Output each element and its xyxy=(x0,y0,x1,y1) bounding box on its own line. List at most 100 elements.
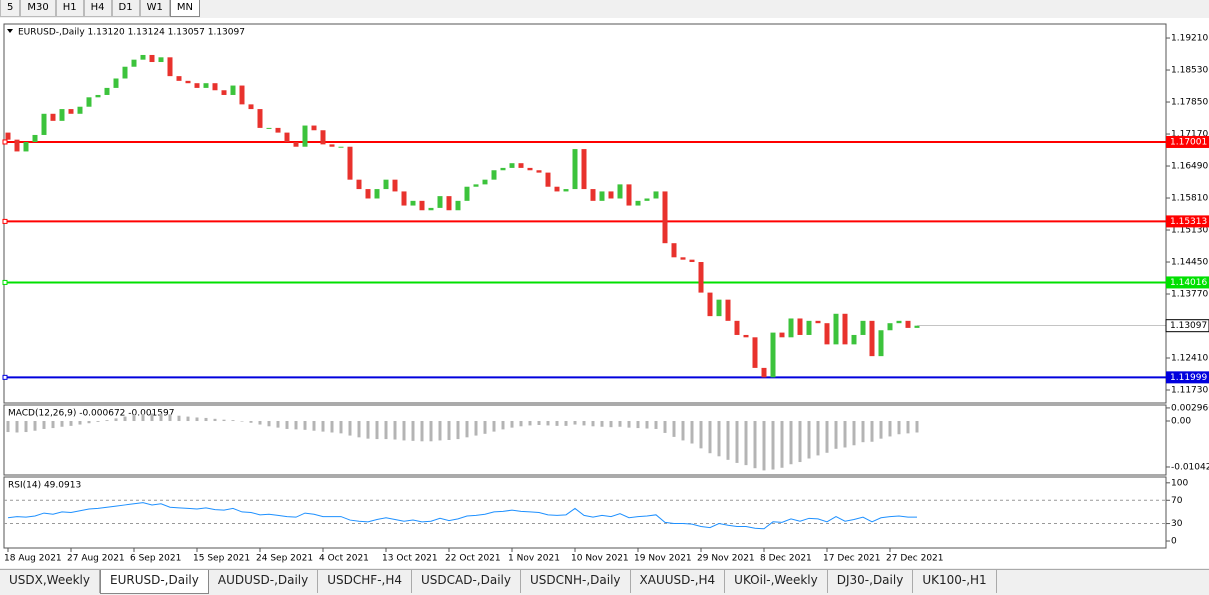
x-tick-label: 19 Nov 2021 xyxy=(634,554,692,564)
candle-body xyxy=(824,323,830,345)
level-price-box xyxy=(1166,276,1209,289)
y-tick-label: 1.15810 xyxy=(1171,194,1208,204)
macd-bar xyxy=(519,421,523,427)
level-price-box xyxy=(1166,215,1209,228)
x-tick-label: 6 Sep 2021 xyxy=(130,554,181,564)
macd-bar xyxy=(573,421,577,425)
chart-tab[interactable]: USDCAD-,Daily xyxy=(412,570,521,593)
candle-body xyxy=(851,334,857,345)
chart-tab[interactable]: USDX,Weekly xyxy=(0,570,100,593)
candle-body xyxy=(401,191,407,206)
candle-body xyxy=(455,200,461,211)
macd-bar xyxy=(87,421,91,424)
chart-tab[interactable]: UKOil-,Weekly xyxy=(725,570,828,593)
y-tick-label: 1.17170 xyxy=(1171,130,1208,140)
candle-body xyxy=(491,170,497,180)
macd-bar xyxy=(186,416,190,422)
candle-body xyxy=(293,142,299,147)
macd-bar xyxy=(195,417,199,422)
chart-tab[interactable]: XAUUSD-,H4 xyxy=(631,570,726,593)
chart-tab[interactable]: USDCHF-,H4 xyxy=(318,570,412,593)
macd-bar xyxy=(735,421,739,463)
candle-body xyxy=(545,172,551,187)
candle-body xyxy=(743,334,749,338)
macd-bar xyxy=(123,416,127,422)
candle-body xyxy=(887,323,893,331)
x-tick-label: 10 Nov 2021 xyxy=(571,554,629,564)
candle-body xyxy=(122,66,128,79)
candle-body xyxy=(230,85,236,95)
timeframe-button[interactable]: H4 xyxy=(83,0,112,17)
macd-bar xyxy=(744,421,748,466)
level-price-box xyxy=(1166,371,1209,384)
macd-bar xyxy=(510,421,514,428)
candle-body xyxy=(86,97,92,107)
macd-bar xyxy=(600,421,604,427)
macd-bar xyxy=(771,421,775,470)
candle-body xyxy=(770,332,776,378)
timeframe-button[interactable]: D1 xyxy=(111,0,140,17)
pane-title: MACD(12,26,9) -0.000672 -0.001597 xyxy=(8,409,174,419)
chart-tab[interactable]: EURUSD-,Daily xyxy=(100,570,209,594)
macd-bar xyxy=(834,421,838,449)
macd-bar xyxy=(645,421,649,429)
timeframe-button[interactable]: W1 xyxy=(139,0,170,17)
candle-body xyxy=(653,191,659,199)
candle-body xyxy=(662,191,668,244)
chart-tab[interactable]: AUDUSD-,Daily xyxy=(209,570,319,593)
x-tick-label: 4 Oct 2021 xyxy=(319,554,369,564)
candle-body xyxy=(761,367,767,378)
level-anchor xyxy=(2,279,8,285)
macd-bar xyxy=(582,421,586,426)
candle-body xyxy=(671,243,677,258)
pane-title: EURUSD-,Daily 1.13120 1.13124 1.13057 1.… xyxy=(18,28,245,38)
macd-bar xyxy=(879,421,883,439)
macd-bar xyxy=(915,421,919,433)
macd-bar xyxy=(375,421,379,440)
candle-body xyxy=(419,200,425,211)
macd-bar xyxy=(618,421,622,427)
macd-bar xyxy=(816,421,820,456)
candle-body xyxy=(59,109,65,121)
candle-body xyxy=(509,163,515,168)
timeframe-button[interactable]: H1 xyxy=(55,0,84,17)
candle-body xyxy=(608,191,614,199)
candle-body xyxy=(698,262,704,293)
timeframe-button[interactable]: M30 xyxy=(20,0,56,17)
macd-bar xyxy=(852,421,856,446)
macd-bar xyxy=(60,421,64,427)
candle-body xyxy=(329,144,335,147)
macd-bar xyxy=(690,421,694,444)
candle-body xyxy=(779,332,785,338)
macd-bar xyxy=(609,421,613,428)
macd-bar xyxy=(492,421,496,432)
y-tick-label: 1.16490 xyxy=(1171,162,1208,172)
macd-bar xyxy=(384,421,388,440)
chart-tab[interactable]: UK100-,H1 xyxy=(913,570,997,593)
macd-bar xyxy=(24,421,28,433)
candle-body xyxy=(68,109,74,114)
candle-body xyxy=(428,207,434,211)
candle-body xyxy=(140,54,146,60)
candle-body xyxy=(806,320,812,335)
candle-body xyxy=(347,146,353,180)
last-price-label: 1.13097 xyxy=(1170,321,1207,331)
level-price-label: 1.15313 xyxy=(1170,217,1207,227)
candle-body xyxy=(581,149,587,190)
chart-tab[interactable]: DJ30-,Daily xyxy=(828,570,914,593)
candle-body xyxy=(590,189,596,201)
macd-bar xyxy=(276,421,280,428)
candle-body xyxy=(311,125,317,131)
candle-body xyxy=(626,184,632,206)
timeframe-button[interactable]: 5 xyxy=(0,0,21,17)
candle-body xyxy=(41,113,47,135)
y-tick-label: 1.14450 xyxy=(1171,258,1208,268)
candle-body xyxy=(842,313,848,345)
candle-body xyxy=(635,200,641,206)
macd-bar xyxy=(654,421,658,429)
y-tick-label: 1.13770 xyxy=(1171,290,1208,300)
candle-body xyxy=(599,191,605,201)
chart-tab[interactable]: USDCNH-,Daily xyxy=(521,570,631,593)
timeframe-button[interactable]: MN xyxy=(169,0,200,17)
macd-bar xyxy=(330,421,334,433)
